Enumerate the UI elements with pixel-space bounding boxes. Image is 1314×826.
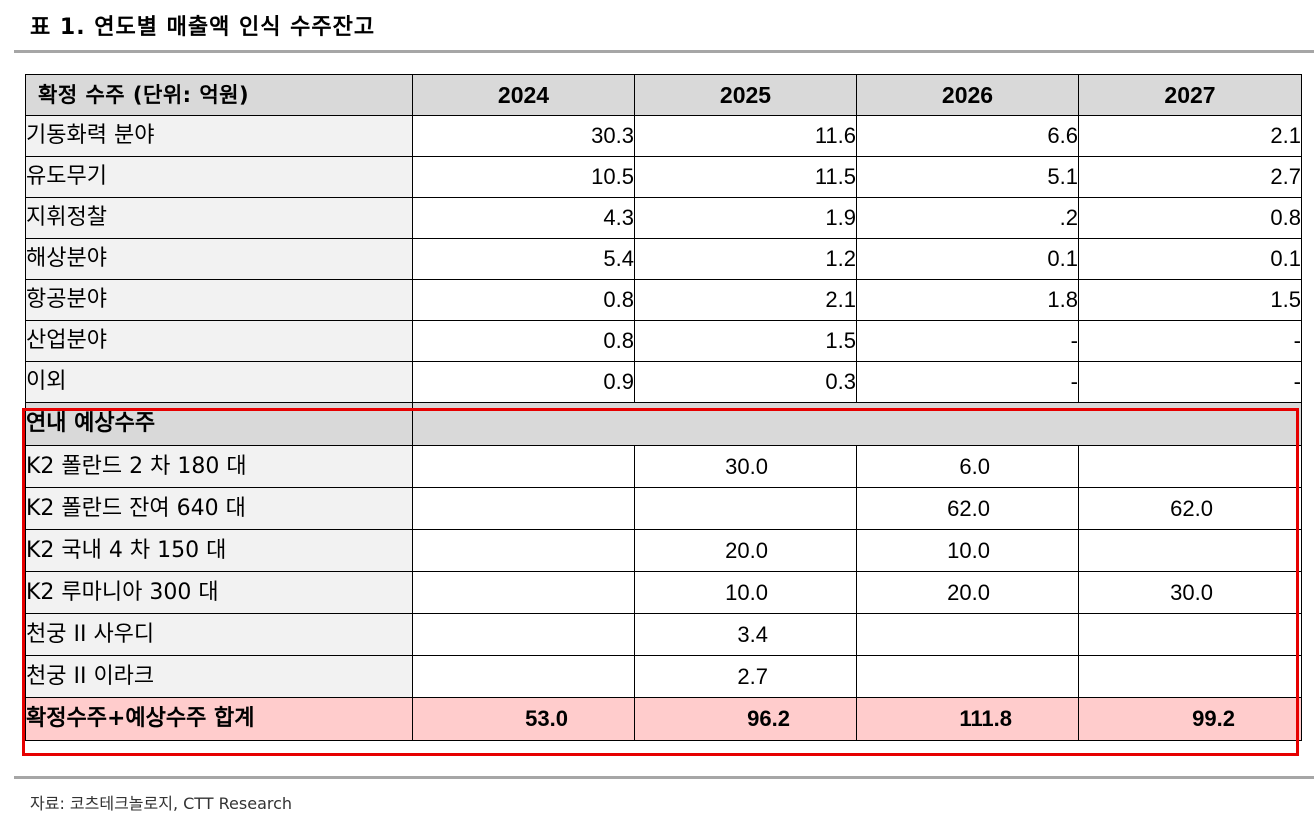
cell-value: 2.7 (634, 655, 857, 698)
row-label: 항공분야 (25, 279, 413, 321)
cell-value: - (1078, 361, 1302, 403)
backlog-table: 확정 수주 (단위: 억원) 2024 2025 2026 2027 기동화력 … (25, 74, 1302, 741)
row-label: 천궁 II 이라크 (25, 655, 413, 698)
cell-value (412, 571, 635, 614)
cell-value: 62.0 (1078, 487, 1302, 530)
cell-value: 0.1 (856, 238, 1079, 280)
cell-value: 10.5 (412, 156, 635, 198)
cell-value (1078, 529, 1302, 572)
cell-value (856, 613, 1079, 656)
table-row: 항공분야 0.8 2.1 1.8 1.5 (25, 279, 1302, 321)
cell-value: 6.0 (856, 445, 1079, 488)
year-header: 2024 (412, 74, 635, 116)
cell-value: 20.0 (856, 571, 1079, 614)
row-label: 유도무기 (25, 156, 413, 198)
cell-value: - (856, 320, 1079, 362)
cell-value: 1.5 (1078, 279, 1302, 321)
source-note: 자료: 코츠테크놀로지, CTT Research (30, 794, 293, 813)
row-label: 해상분야 (25, 238, 413, 280)
cell-value: 3.4 (634, 613, 857, 656)
cell-value (412, 445, 635, 488)
total-value: 96.2 (634, 697, 857, 741)
cell-value: 2.1 (634, 279, 857, 321)
cell-value: 30.0 (634, 445, 857, 488)
table-row: K2 폴란드 잔여 640 대 62.0 62.0 (25, 487, 1302, 530)
cell-value: 0.8 (1078, 197, 1302, 239)
table-row: 지휘정찰 4.3 1.9 .2 0.8 (25, 197, 1302, 239)
cell-value: 5.4 (412, 238, 635, 280)
cell-value: 0.1 (1078, 238, 1302, 280)
total-label: 확정수주+예상수주 합계 (25, 697, 413, 741)
cell-value (1078, 445, 1302, 488)
bottom-divider (14, 776, 1314, 779)
cell-value: 1.2 (634, 238, 857, 280)
table-row: 천궁 II 이라크 2.7 (25, 655, 1302, 698)
cell-value (412, 487, 635, 530)
section-header-row: 연내 예상수주 (25, 402, 1302, 446)
cell-value: 6.6 (856, 115, 1079, 157)
year-header: 2027 (1078, 74, 1302, 116)
cell-value: 0.8 (412, 279, 635, 321)
table-title: 표 1. 연도별 매출액 인식 수주잔고 (30, 15, 376, 40)
total-row: 확정수주+예상수주 합계 53.0 96.2 111.8 99.2 (25, 697, 1302, 741)
cell-value: 4.3 (412, 197, 635, 239)
row-label: 기동화력 분야 (25, 115, 413, 157)
cell-value (412, 613, 635, 656)
cell-value: 20.0 (634, 529, 857, 572)
row-label: 천궁 II 사우디 (25, 613, 413, 656)
total-value: 111.8 (856, 697, 1079, 741)
cell-value (634, 487, 857, 530)
cell-value: 62.0 (856, 487, 1079, 530)
table-row: 이외 0.9 0.3 - - (25, 361, 1302, 403)
cell-value: 10.0 (634, 571, 857, 614)
cell-value: 5.1 (856, 156, 1079, 198)
top-divider (14, 50, 1314, 53)
row-label: K2 폴란드 잔여 640 대 (25, 487, 413, 530)
cell-value: 10.0 (856, 529, 1079, 572)
year-header: 2026 (856, 74, 1079, 116)
table-row: 산업분야 0.8 1.5 - - (25, 320, 1302, 362)
row-label: K2 루마니아 300 대 (25, 571, 413, 614)
table-row: 유도무기 10.5 11.5 5.1 2.7 (25, 156, 1302, 198)
table-row: K2 루마니아 300 대 10.0 20.0 30.0 (25, 571, 1302, 614)
table-row: K2 국내 4 차 150 대 20.0 10.0 (25, 529, 1302, 572)
cell-value: .2 (856, 197, 1079, 239)
cell-value (1078, 613, 1302, 656)
cell-value: 0.8 (412, 320, 635, 362)
cell-value: 1.5 (634, 320, 857, 362)
cell-value (412, 655, 635, 698)
table-row: 기동화력 분야 30.3 11.6 6.6 2.1 (25, 115, 1302, 157)
cell-value: 30.3 (412, 115, 635, 157)
header-row: 확정 수주 (단위: 억원) 2024 2025 2026 2027 (25, 74, 1302, 116)
row-label: K2 폴란드 2 차 180 대 (25, 445, 413, 488)
cell-value: - (856, 361, 1079, 403)
table-row: K2 폴란드 2 차 180 대 30.0 6.0 (25, 445, 1302, 488)
cell-value: 11.6 (634, 115, 857, 157)
total-value: 99.2 (1078, 697, 1302, 741)
cell-value: 11.5 (634, 156, 857, 198)
cell-value: 30.0 (1078, 571, 1302, 614)
section-header-fill (412, 402, 1302, 446)
cell-value: 1.9 (634, 197, 857, 239)
cell-value: 1.8 (856, 279, 1079, 321)
table-row: 해상분야 5.4 1.2 0.1 0.1 (25, 238, 1302, 280)
section-label: 연내 예상수주 (25, 402, 413, 446)
cell-value: 0.9 (412, 361, 635, 403)
row-label: 지휘정찰 (25, 197, 413, 239)
cell-value: 0.3 (634, 361, 857, 403)
total-value: 53.0 (412, 697, 635, 741)
row-label: 이외 (25, 361, 413, 403)
cell-value (856, 655, 1079, 698)
cell-value (1078, 655, 1302, 698)
header-label: 확정 수주 (단위: 억원) (25, 74, 413, 116)
row-label: 산업분야 (25, 320, 413, 362)
table-row: 천궁 II 사우디 3.4 (25, 613, 1302, 656)
year-header: 2025 (634, 74, 857, 116)
cell-value: 2.1 (1078, 115, 1302, 157)
cell-value: 2.7 (1078, 156, 1302, 198)
row-label: K2 국내 4 차 150 대 (25, 529, 413, 572)
cell-value (412, 529, 635, 572)
cell-value: - (1078, 320, 1302, 362)
